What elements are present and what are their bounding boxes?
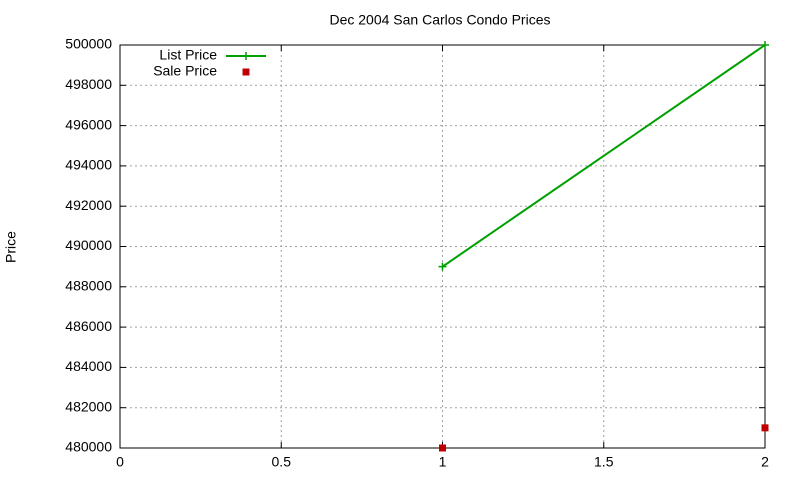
y-tick-label: 486000: [65, 318, 112, 334]
marker-shape: [438, 262, 447, 271]
x-tick-label: 0: [116, 454, 124, 470]
y-tick-label: 488000: [65, 278, 112, 294]
data-point: [439, 444, 446, 452]
legend-label: Sale Price: [153, 63, 217, 79]
marker-shape: [761, 41, 769, 49]
legend-label: List Price: [159, 47, 217, 63]
data-point: [761, 424, 769, 432]
x-tick-label: 0.5: [272, 454, 292, 470]
data-point: [761, 41, 769, 49]
x-tick-label: 1: [439, 454, 447, 470]
y-tick-label: 490000: [65, 237, 112, 253]
series-line: [441, 44, 766, 268]
y-tick-label: 492000: [65, 197, 112, 213]
x-tick-label: 2: [761, 454, 769, 470]
chart-title: Dec 2004 San Carlos Condo Prices: [329, 12, 550, 28]
y-tick-label: 500000: [65, 36, 112, 52]
x-tick-label: 1.5: [594, 454, 614, 470]
y-tick-label: 484000: [65, 358, 112, 374]
data-point: [438, 262, 447, 271]
y-tick-label: 498000: [65, 76, 112, 92]
y-tick-label: 494000: [65, 157, 112, 173]
legend-marker: [242, 68, 250, 76]
y-axis-label: Price: [3, 231, 19, 263]
y-tick-label: 496000: [65, 116, 112, 132]
legend-marker: [242, 52, 250, 60]
marker-shape: [242, 52, 250, 60]
y-tick-label: 482000: [65, 398, 112, 414]
grid: [119, 44, 766, 449]
y-tick-label: 480000: [65, 439, 112, 455]
